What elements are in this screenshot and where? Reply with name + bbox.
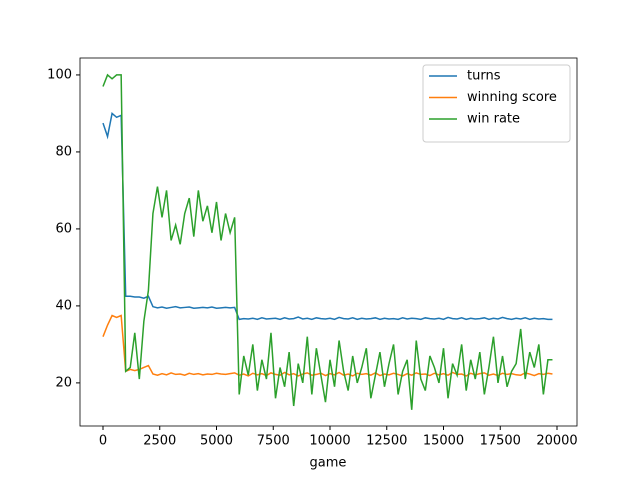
y-tick-label: 20 <box>55 375 72 390</box>
x-tick-label: 7500 <box>257 434 290 449</box>
legend-label: winning score <box>467 90 557 105</box>
x-tick-label: 0 <box>99 434 107 449</box>
y-tick-label: 40 <box>55 298 72 313</box>
y-tick-label: 80 <box>55 144 72 159</box>
legend-box <box>422 64 571 143</box>
x-tick-label: 17500 <box>480 434 521 449</box>
line-series <box>102 112 553 321</box>
line-series <box>102 73 553 410</box>
y-tick-label: 100 <box>47 67 72 82</box>
legend-label: win rate <box>467 112 520 127</box>
x-axis-label: game <box>310 456 347 471</box>
y-tick-label: 60 <box>55 221 72 236</box>
x-tick-label: 10000 <box>309 434 350 449</box>
x-tick-label: 12500 <box>366 434 407 449</box>
x-tick-label: 5000 <box>200 434 233 449</box>
plot-frame <box>79 57 578 427</box>
x-tick-label: 15000 <box>423 434 464 449</box>
legend-label: turns <box>467 69 501 84</box>
x-tick-label: 2500 <box>143 434 176 449</box>
x-tick-label: 20000 <box>536 434 577 449</box>
